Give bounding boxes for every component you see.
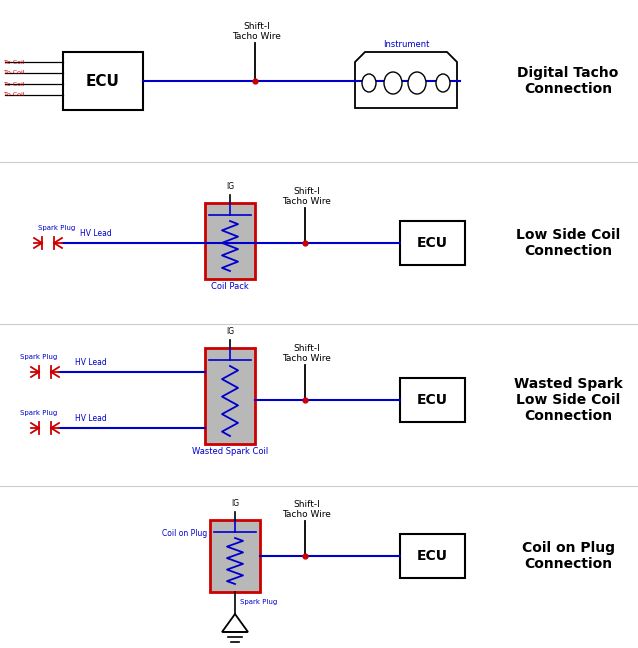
Text: Spark Plug: Spark Plug (20, 410, 57, 416)
Text: Coil Pack: Coil Pack (211, 282, 249, 291)
Text: ECU: ECU (417, 549, 448, 563)
Ellipse shape (384, 72, 402, 94)
Text: To Coil: To Coil (4, 82, 24, 86)
Ellipse shape (436, 74, 450, 92)
Text: Instrument: Instrument (383, 40, 429, 49)
Text: Shift-I
Tacho Wire: Shift-I Tacho Wire (233, 21, 281, 41)
Text: IG: IG (226, 182, 234, 191)
Ellipse shape (362, 74, 376, 92)
Text: IG: IG (226, 327, 234, 336)
Text: Coil on Plug
Connection: Coil on Plug Connection (521, 541, 614, 571)
Text: HV Lead: HV Lead (80, 229, 112, 238)
Text: ECU: ECU (417, 393, 448, 407)
Bar (205, 203, 255, 279)
Text: To Coil: To Coil (4, 60, 24, 65)
Bar (400, 378, 465, 422)
Text: IG: IG (231, 499, 239, 508)
Text: Wasted Spark
Low Side Coil
Connection: Wasted Spark Low Side Coil Connection (514, 376, 623, 423)
Text: Shift-I
Tacho Wire: Shift-I Tacho Wire (283, 500, 331, 519)
Text: To Coil: To Coil (4, 93, 24, 97)
Bar (400, 221, 465, 265)
Bar (210, 520, 260, 592)
Text: HV Lead: HV Lead (75, 414, 107, 423)
Polygon shape (355, 52, 457, 108)
Ellipse shape (408, 72, 426, 94)
Text: Shift-I
Tacho Wire: Shift-I Tacho Wire (283, 187, 331, 206)
Text: Wasted Spark Coil: Wasted Spark Coil (192, 447, 268, 456)
Polygon shape (222, 614, 248, 632)
Bar (400, 534, 465, 578)
Text: Low Side Coil
Connection: Low Side Coil Connection (516, 228, 620, 258)
Text: Spark Plug: Spark Plug (240, 599, 278, 605)
Text: To Coil: To Coil (4, 71, 24, 76)
Text: Shift-I
Tacho Wire: Shift-I Tacho Wire (283, 343, 331, 363)
Text: ECU: ECU (86, 73, 120, 89)
Text: ECU: ECU (417, 236, 448, 250)
Bar (205, 348, 255, 444)
Bar (63, 52, 143, 110)
Text: Spark Plug: Spark Plug (38, 225, 75, 231)
Text: Digital Tacho
Connection: Digital Tacho Connection (517, 66, 619, 96)
Text: Coil on Plug: Coil on Plug (162, 529, 207, 538)
Text: HV Lead: HV Lead (75, 358, 107, 367)
Text: Spark Plug: Spark Plug (20, 354, 57, 360)
